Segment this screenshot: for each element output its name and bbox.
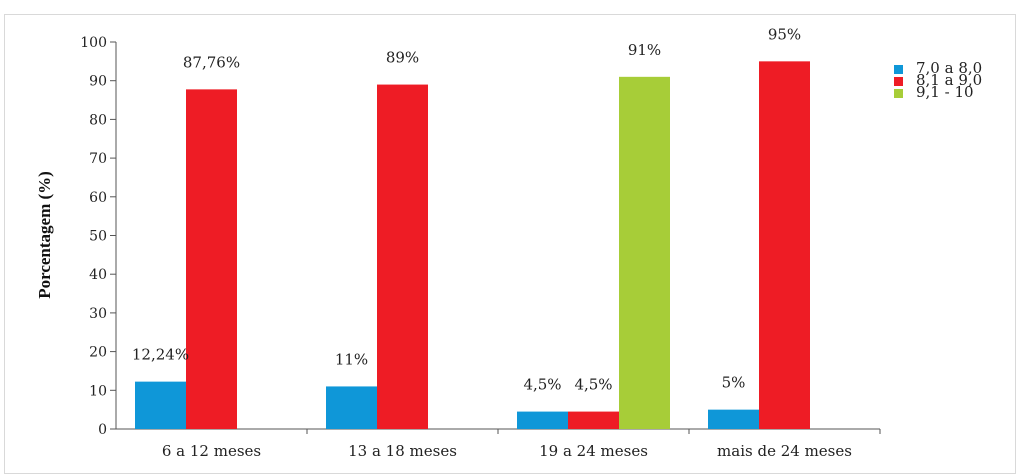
x-axis: 6 a 12 meses 13 a 18 meses 19 a 24 meses ma… xyxy=(116,428,881,460)
bar xyxy=(186,89,237,429)
y-tick-label: 50 xyxy=(89,229,107,245)
y-tick-label: 40 xyxy=(89,267,107,283)
chart-frame xyxy=(4,14,1016,474)
bar xyxy=(568,411,619,429)
data-labels: 12,24% 87,76% 11% 89% 4,5% 4,5% 91% 5% 95% xyxy=(132,25,801,393)
bar xyxy=(619,76,670,429)
y-tick-label: 30 xyxy=(89,306,107,322)
x-category-label: 19 a 24 meses xyxy=(539,442,648,460)
bar xyxy=(135,381,186,429)
y-tick-label: 60 xyxy=(89,190,107,206)
data-label: 5% xyxy=(722,374,746,392)
legend-label: 8,1 a 9,0 xyxy=(916,71,982,89)
bars xyxy=(135,61,810,429)
bar xyxy=(326,386,377,429)
bar xyxy=(708,409,759,429)
legend-swatch xyxy=(894,65,903,74)
y-tick-label: 20 xyxy=(89,345,107,361)
x-category-label: 6 a 12 meses xyxy=(162,442,261,460)
data-label: 95% xyxy=(768,25,801,43)
data-label: 4,5% xyxy=(574,376,612,394)
legend-label: 7,0 a 8,0 xyxy=(916,59,982,77)
y-tick-label: 10 xyxy=(89,383,107,399)
y-axis: 0 10 20 30 40 50 60 70 80 90 100 xyxy=(80,35,117,438)
x-category-label: 13 a 18 meses xyxy=(348,442,457,460)
legend-swatch xyxy=(894,89,903,98)
data-label: 12,24% xyxy=(132,346,189,364)
bar xyxy=(759,61,810,429)
y-tick-label: 90 xyxy=(89,74,107,90)
data-label: 89% xyxy=(386,49,419,67)
legend: 7,0 a 8,08,1 a 9,09,1 - 10 xyxy=(894,59,982,101)
legend-label: 9,1 - 10 xyxy=(916,83,974,101)
y-axis-label: Porcentagem (%) xyxy=(35,171,54,299)
data-label: 87,76% xyxy=(183,53,240,71)
data-label: 91% xyxy=(628,41,661,59)
y-tick-label: 100 xyxy=(80,35,107,51)
bar xyxy=(517,411,568,429)
y-tick-label: 70 xyxy=(89,151,107,167)
legend-swatch xyxy=(894,77,903,86)
bar xyxy=(377,84,428,429)
y-tick-label: 80 xyxy=(89,112,107,128)
data-label: 11% xyxy=(335,350,368,368)
y-tick-label: 0 xyxy=(98,422,107,438)
data-label: 4,5% xyxy=(523,376,561,394)
x-category-label: mais de 24 meses xyxy=(717,442,852,460)
